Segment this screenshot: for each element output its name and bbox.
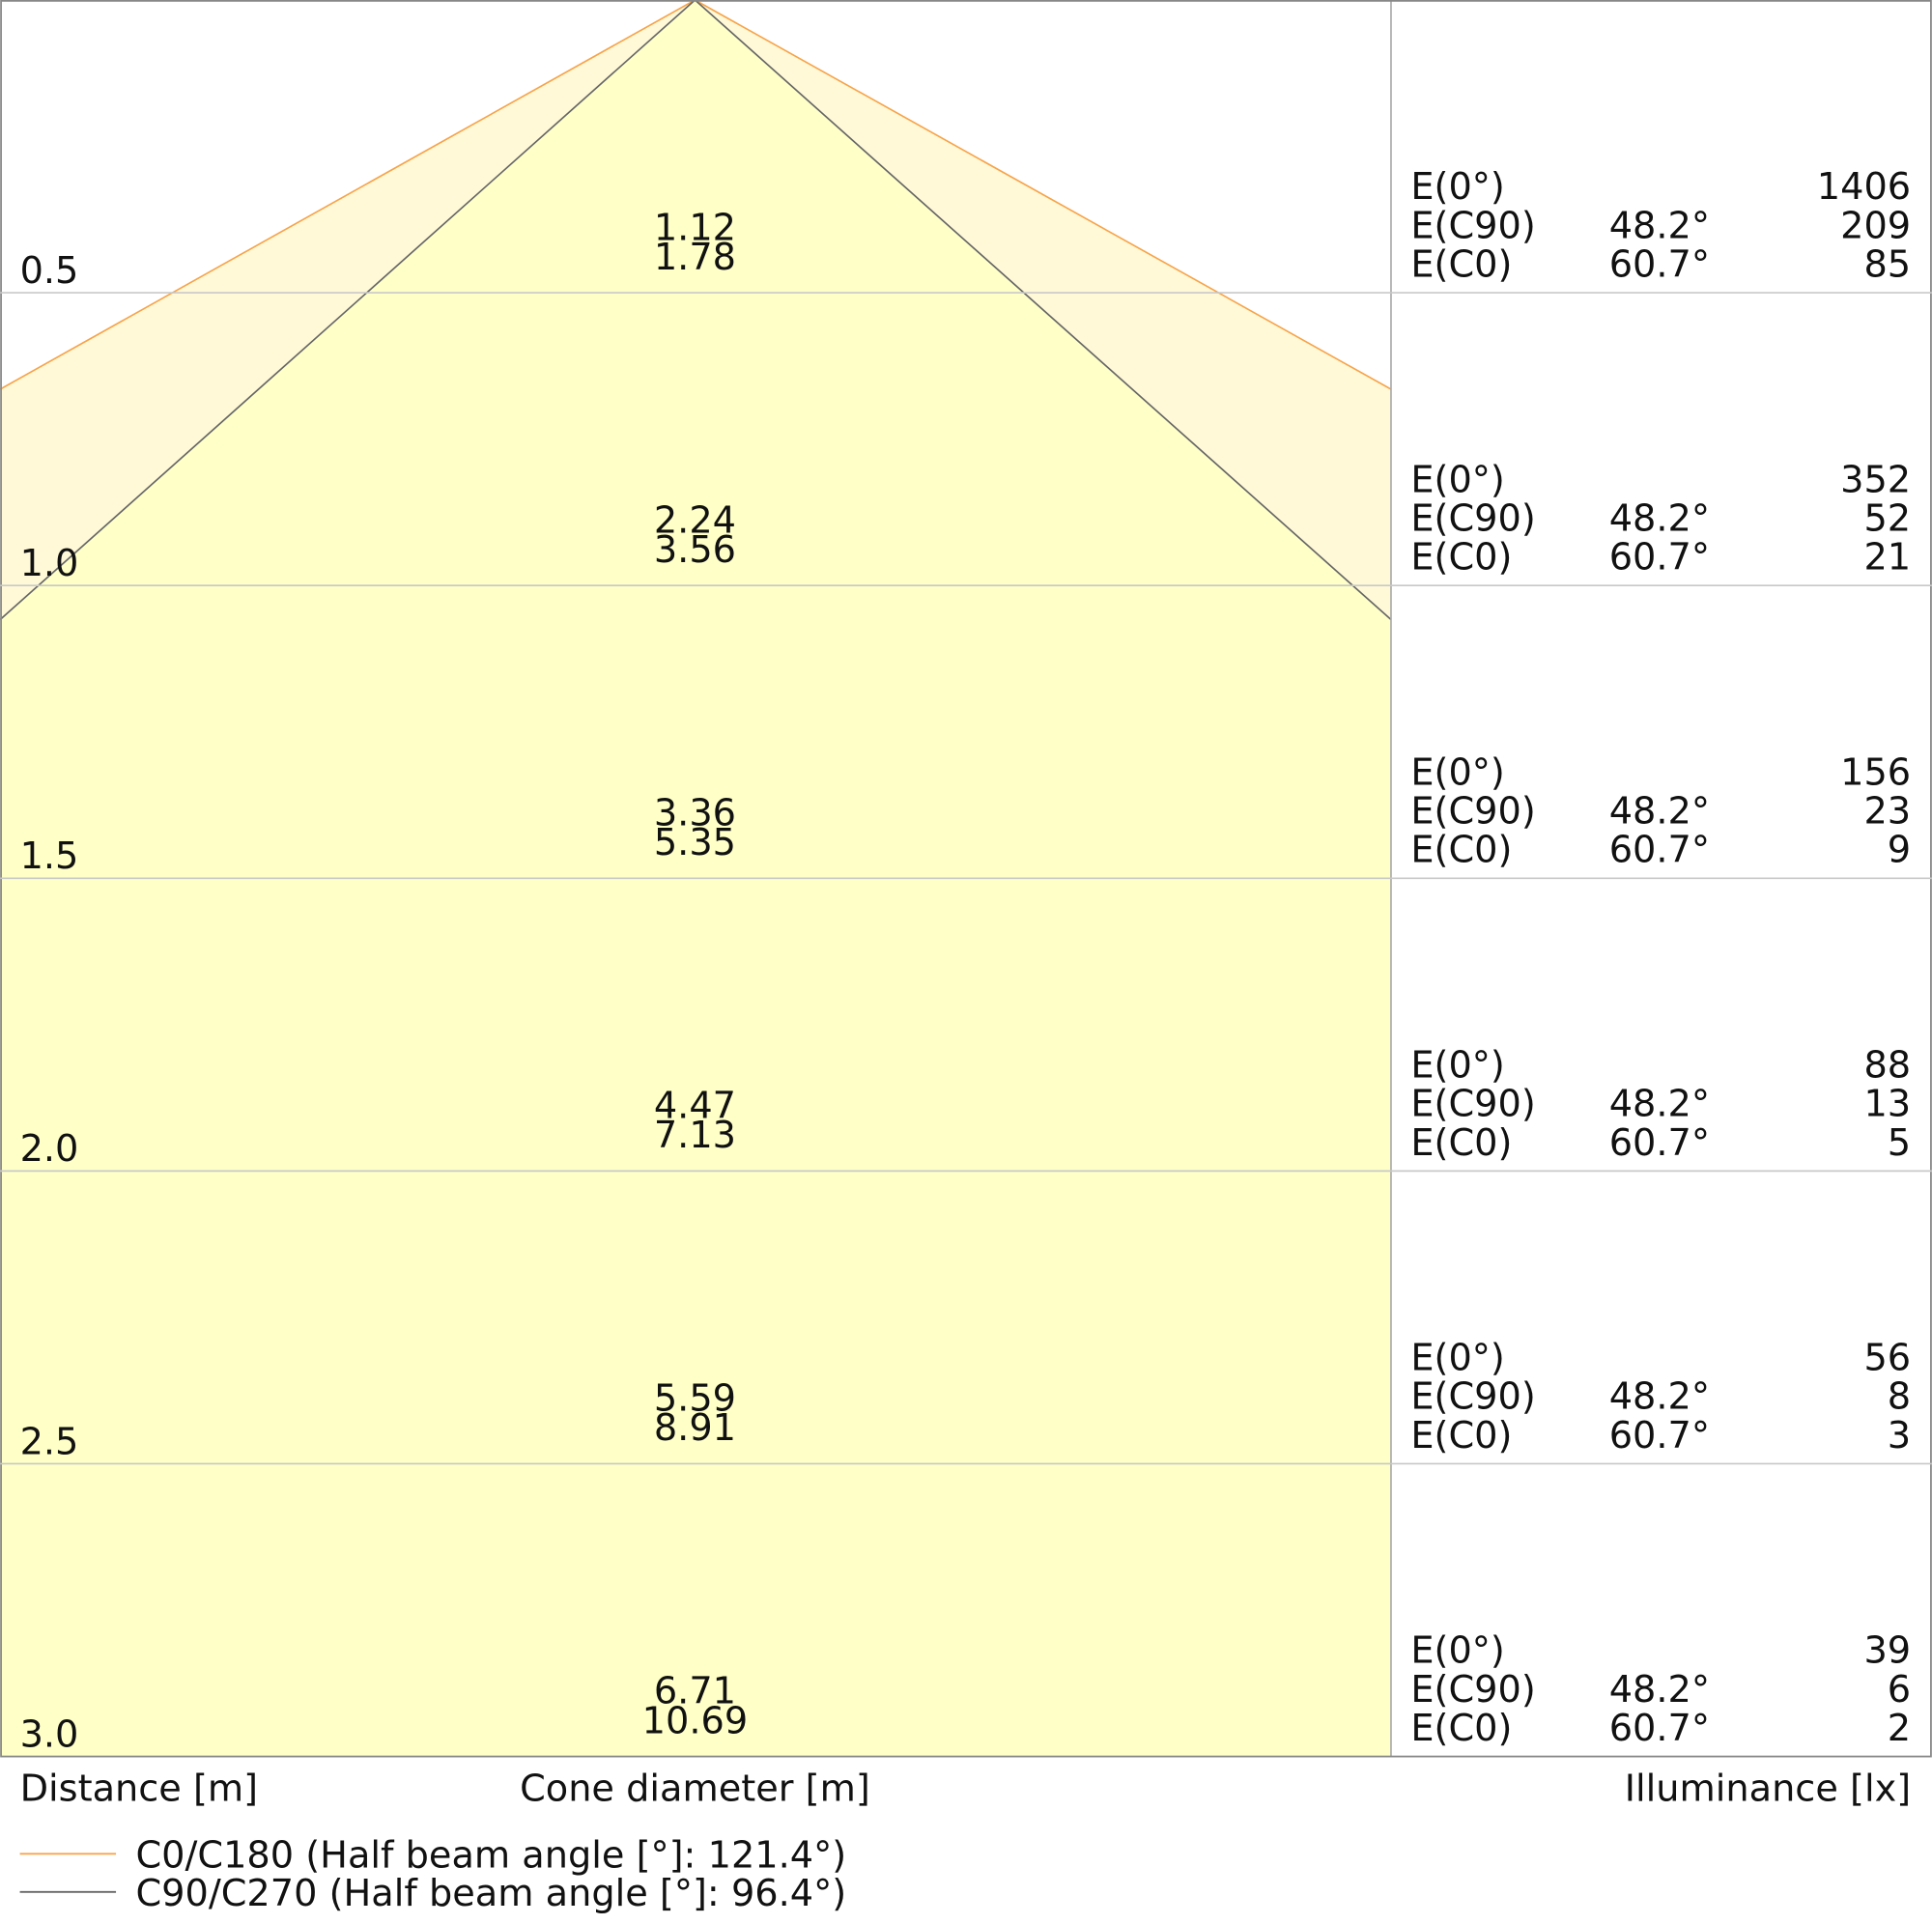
cone-diameter: 2.24 (654, 498, 736, 542)
illuminance-angle: 48.2° (1609, 790, 1710, 834)
illuminance-label: E(0°) (1410, 458, 1504, 501)
distance-label: 1.5 (20, 835, 79, 878)
illuminance-angle: 48.2° (1609, 496, 1710, 540)
illuminance-angle: 60.7° (1609, 1707, 1710, 1750)
illuminance-label: E(0°) (1410, 1043, 1504, 1087)
axis-label: Illuminance [lx] (1625, 1767, 1911, 1810)
illuminance-value: 3 (1888, 1414, 1911, 1457)
illuminance-label: E(0°) (1410, 750, 1504, 794)
c0-edge (0, 0, 1392, 390)
cone-diameter: 3.36 (654, 791, 736, 835)
distance-label: 3.0 (20, 1712, 79, 1756)
illuminance-label: E(C0) (1410, 536, 1512, 580)
illuminance-value: 9 (1888, 829, 1911, 872)
illuminance-angle: 48.2° (1609, 1668, 1710, 1712)
illuminance-label: E(C90) (1410, 1668, 1535, 1712)
illuminance-value: 209 (1840, 204, 1911, 247)
distance-label: 2.0 (20, 1127, 79, 1171)
cone-diameter: 8.91 (654, 1406, 736, 1450)
illuminance-angle: 60.7° (1609, 1414, 1710, 1457)
legend: C0/C180 (Half beam angle [°]: 121.4°)C90… (19, 1833, 846, 1915)
illuminance-value: 39 (1863, 1629, 1911, 1673)
illuminance-angle: 60.7° (1609, 1121, 1710, 1165)
cone-diameter: 1.78 (654, 236, 736, 279)
illuminance-label: E(0°) (1410, 1337, 1504, 1380)
illuminance-label: E(0°) (1410, 1629, 1504, 1673)
illuminance-value: 5 (1888, 1121, 1911, 1165)
distance-label: 2.5 (20, 1420, 79, 1463)
illuminance-angle: 60.7° (1609, 829, 1710, 872)
illuminance-value: 352 (1840, 458, 1911, 501)
distance-label: 1.0 (20, 542, 79, 585)
illuminance-angle: 48.2° (1609, 204, 1710, 247)
cone-diameter: 5.35 (654, 821, 736, 864)
cone-diameter: 1.12 (654, 206, 736, 249)
cone-diameter: 7.13 (654, 1114, 736, 1157)
legend-label: C90/C270 (Half beam angle [°]: 96.4°) (135, 1872, 846, 1915)
axis-label: Cone diameter [m] (520, 1767, 870, 1810)
illuminance-value: 1406 (1817, 165, 1911, 209)
illuminance-label: E(C0) (1410, 1707, 1512, 1750)
illuminance-value: 52 (1863, 496, 1911, 540)
c90-edge (0, 0, 1392, 621)
illuminance-value: 56 (1863, 1337, 1911, 1380)
illuminance-value: 88 (1863, 1043, 1911, 1087)
illuminance-label: E(0°) (1410, 165, 1504, 209)
illuminance-value: 156 (1840, 750, 1911, 794)
illuminance-label: E(C90) (1410, 204, 1535, 247)
axis-label: Distance [m] (20, 1767, 259, 1810)
illuminance-value: 6 (1888, 1668, 1911, 1712)
cone-diameter: 6.71 (654, 1670, 736, 1713)
illuminance-angle: 48.2° (1609, 1375, 1710, 1419)
illuminance-label: E(C0) (1410, 243, 1512, 287)
rows: 0.5 1.121.78 E(0°) 1406 E(C90) 48.2° 209 E(C0) 6… (0, 165, 1932, 1756)
illuminance-angle: 48.2° (1609, 1083, 1710, 1126)
illuminance-value: 2 (1888, 1707, 1911, 1750)
illuminance-label: E(C90) (1410, 1083, 1535, 1126)
cone-diameter: 4.47 (654, 1085, 736, 1128)
illuminance-label: E(C0) (1410, 1121, 1512, 1165)
illuminance-label: E(C90) (1410, 1375, 1535, 1419)
cone-diameter: 3.56 (654, 528, 736, 572)
legend-label: C0/C180 (Half beam angle [°]: 121.4°) (135, 1833, 846, 1877)
cone-diameter: 5.59 (654, 1377, 736, 1421)
illuminance-angle: 60.7° (1609, 243, 1710, 287)
illuminance-label: E(C0) (1410, 829, 1512, 872)
illuminance-value: 85 (1863, 243, 1911, 287)
illuminance-label: E(C90) (1410, 790, 1535, 834)
illuminance-label: E(C90) (1410, 496, 1535, 540)
illuminance-value: 23 (1863, 790, 1911, 834)
illuminance-value: 13 (1863, 1083, 1911, 1126)
cone-diameter: 10.69 (642, 1699, 749, 1742)
illuminance-value: 21 (1863, 536, 1911, 580)
distance-label: 0.5 (20, 249, 79, 293)
illuminance-label: E(C0) (1410, 1414, 1512, 1457)
illuminance-value: 8 (1888, 1375, 1911, 1419)
illuminance-angle: 60.7° (1609, 536, 1710, 580)
